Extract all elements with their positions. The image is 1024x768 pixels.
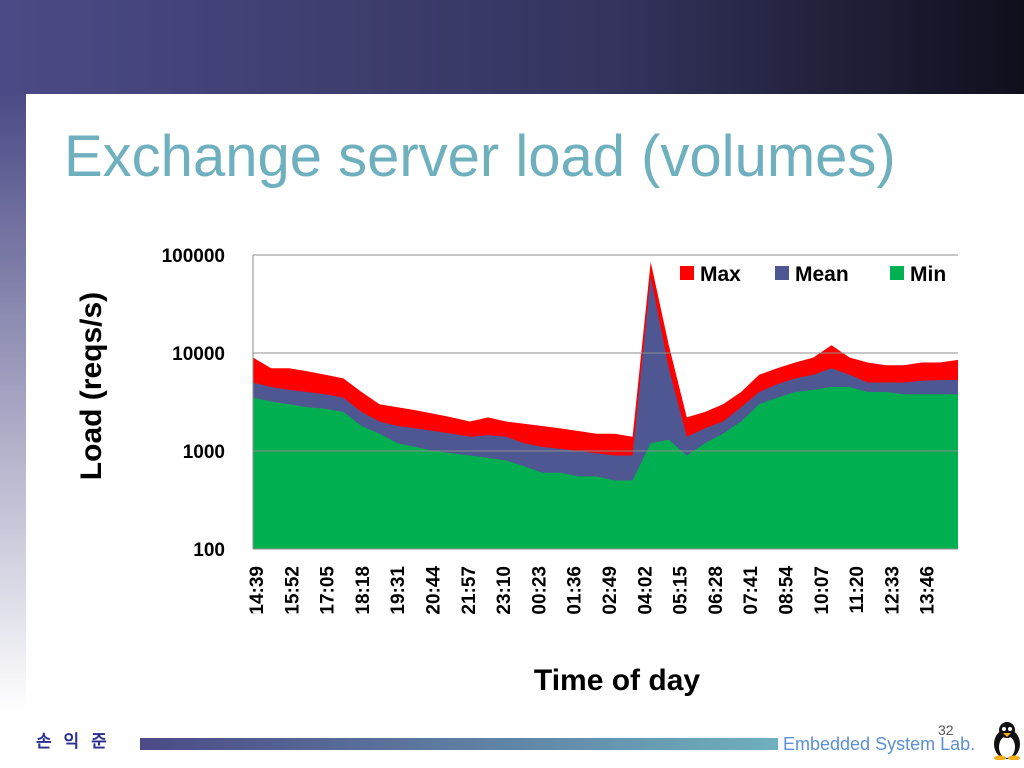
legend-label-max: Max bbox=[700, 263, 741, 286]
y-tick-label: 1000 bbox=[183, 442, 225, 463]
x-tick-label: 13:46 bbox=[918, 566, 939, 615]
x-tick-label: 15:52 bbox=[282, 566, 303, 615]
x-tick-label: 14:39 bbox=[247, 566, 268, 615]
footer-bar bbox=[140, 738, 778, 750]
x-tick-label: 20:44 bbox=[424, 566, 445, 615]
plot-area bbox=[253, 261, 958, 549]
x-tick-label: 18:18 bbox=[353, 566, 374, 615]
x-tick-label: 10:07 bbox=[812, 566, 833, 615]
legend-label-min: Min bbox=[910, 263, 946, 286]
x-tick-label: 00:23 bbox=[529, 566, 550, 615]
x-tick-labels: 14:39 15:52 17:05 18:18 19:31 20:44 21:57 23:10… bbox=[247, 566, 939, 615]
legend-label-mean: Mean bbox=[795, 263, 849, 286]
legend-swatch-mean bbox=[775, 266, 789, 280]
x-tick-label: 08:54 bbox=[777, 566, 798, 615]
x-tick-label: 06:28 bbox=[706, 566, 727, 615]
penguin-logo-icon bbox=[994, 722, 1020, 760]
x-tick-label: 19:31 bbox=[388, 566, 409, 615]
x-tick-label: 17:05 bbox=[318, 566, 339, 615]
x-tick-label: 11:20 bbox=[847, 566, 868, 614]
legend-swatch-min bbox=[890, 266, 904, 280]
x-tick-label: 21:57 bbox=[459, 566, 480, 615]
legend: Max Mean Min bbox=[680, 263, 946, 286]
x-tick-label: 02:49 bbox=[600, 566, 621, 615]
x-tick-label: 04:02 bbox=[635, 566, 656, 615]
y-tick-labels: 100 1000 10000 100000 bbox=[162, 246, 225, 561]
y-tick-label: 10000 bbox=[172, 344, 225, 365]
x-tick-label: 12:33 bbox=[882, 566, 903, 615]
x-axis-title: Time of day bbox=[534, 664, 700, 697]
left-accent-strip bbox=[0, 94, 26, 714]
y-axis-title: Load (reqs/s) bbox=[75, 292, 108, 480]
x-tick-label: 07:41 bbox=[741, 566, 762, 615]
page-number: 32 bbox=[938, 722, 954, 738]
y-tick-label: 100 bbox=[193, 540, 225, 561]
x-tick-label: 01:36 bbox=[565, 566, 586, 615]
legend-swatch-max bbox=[680, 266, 694, 280]
lab-name: Embedded System Lab. bbox=[783, 734, 976, 754]
top-banner bbox=[0, 0, 1024, 94]
x-tick-label: 05:15 bbox=[671, 566, 692, 615]
footer-author: 손 익 준 bbox=[36, 732, 110, 752]
series-min-area bbox=[253, 387, 958, 549]
slide-title: Exchange server load (volumes) bbox=[64, 124, 896, 189]
x-tick-label: 23:10 bbox=[494, 566, 515, 615]
y-tick-label: 100000 bbox=[162, 246, 225, 267]
gridlines bbox=[252, 254, 958, 550]
